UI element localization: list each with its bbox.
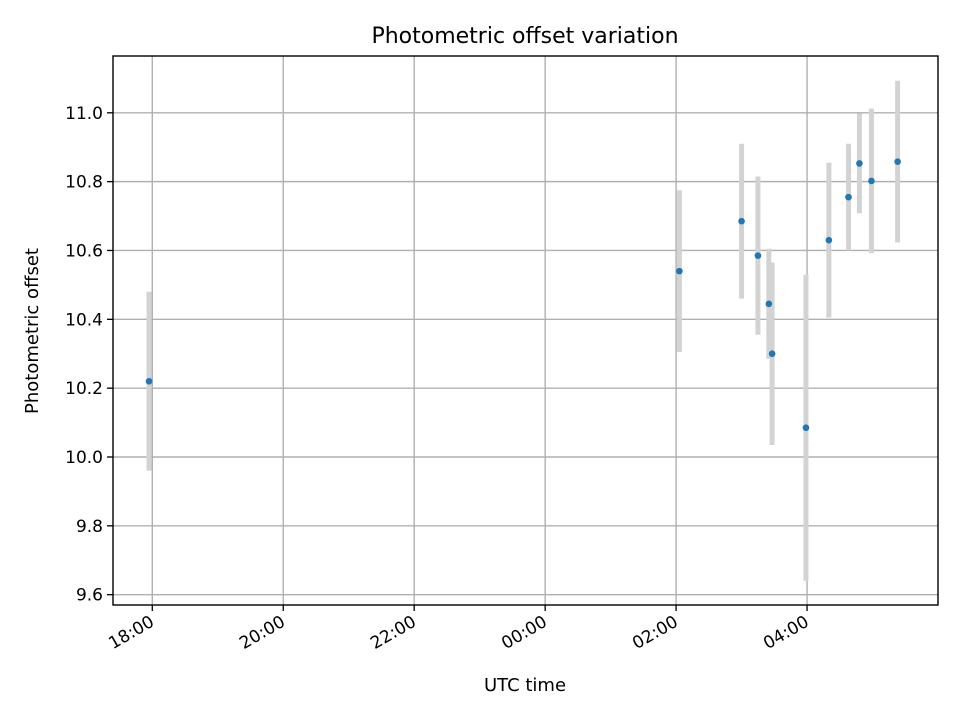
data-point — [802, 424, 810, 432]
data-point — [868, 177, 875, 185]
y-tick-label: 10.0 — [65, 448, 103, 468]
grid — [113, 56, 938, 605]
y-tick-label: 9.8 — [76, 517, 103, 537]
axis-ticks: 18:00 20:00 22:00 00:00 02:00 04:00 9.6 9.8 10.0… — [65, 104, 812, 654]
data-point — [145, 377, 153, 385]
y-tick-label: 10.6 — [65, 241, 103, 261]
x-tick-label: 00:00 — [498, 612, 550, 654]
data-point — [754, 252, 762, 259]
data-point — [768, 350, 776, 358]
data-point — [845, 193, 852, 201]
y-tick-label: 9.6 — [76, 586, 103, 606]
data-point — [856, 160, 863, 167]
x-axis-label: UTC time — [484, 675, 566, 696]
y-tick-label: 11.0 — [65, 104, 103, 124]
data-point — [765, 300, 773, 308]
x-tick-label: 04:00 — [760, 612, 812, 654]
y-tick-label: 10.8 — [65, 173, 103, 193]
data-point — [894, 158, 901, 165]
y-tick-label: 10.4 — [65, 310, 103, 330]
x-tick-label: 18:00 — [105, 612, 157, 654]
chart-title: Photometric offset variation — [371, 24, 678, 49]
y-axis-label: Photometric offset — [22, 248, 43, 414]
x-tick-label: 22:00 — [367, 612, 419, 654]
data-point — [825, 236, 833, 244]
plot-frame — [112, 55, 939, 606]
error-bars — [146, 80, 901, 581]
x-tick-label: 20:00 — [236, 612, 288, 654]
data-point — [738, 217, 745, 225]
x-tick-label: 02:00 — [629, 612, 681, 654]
y-tick-label: 10.2 — [65, 379, 103, 399]
data-points — [145, 158, 901, 432]
data-point — [676, 267, 683, 275]
